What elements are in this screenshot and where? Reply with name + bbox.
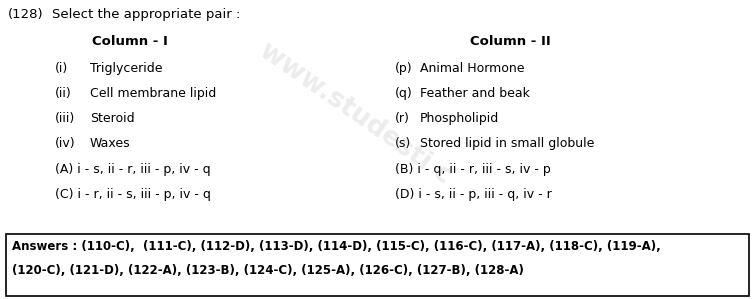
Text: (C) i - r, ii - s, iii - p, iv - q: (C) i - r, ii - s, iii - p, iv - q [55, 188, 211, 201]
Text: (i): (i) [55, 62, 68, 75]
Text: (A) i - s, ii - r, iii - p, iv - q: (A) i - s, ii - r, iii - p, iv - q [55, 163, 211, 176]
Text: (s): (s) [395, 137, 411, 150]
Text: (120-C), (121-D), (122-A), (123-B), (124-C), (125-A), (126-C), (127-B), (128-A): (120-C), (121-D), (122-A), (123-B), (124… [12, 264, 524, 277]
Text: Triglyceride: Triglyceride [90, 62, 162, 75]
Text: (r): (r) [395, 112, 410, 125]
Text: (ii): (ii) [55, 87, 72, 100]
Text: Cell membrane lipid: Cell membrane lipid [90, 87, 216, 100]
Text: (iv): (iv) [55, 137, 76, 150]
Text: Steroid: Steroid [90, 112, 134, 125]
Text: Column - II: Column - II [470, 35, 550, 48]
Text: Phospholipid: Phospholipid [420, 112, 499, 125]
Text: (p): (p) [395, 62, 413, 75]
Text: www.studesti c: www.studesti c [254, 38, 455, 190]
Text: (B) i - q, ii - r, iii - s, iv - p: (B) i - q, ii - r, iii - s, iv - p [395, 163, 550, 176]
Bar [6, 234, 749, 296]
Text: (D) i - s, ii - p, iii - q, iv - r: (D) i - s, ii - p, iii - q, iv - r [395, 188, 552, 201]
Text: (q): (q) [395, 87, 413, 100]
Text: (iii): (iii) [55, 112, 76, 125]
Text: Select the appropriate pair :: Select the appropriate pair : [52, 8, 240, 21]
Text: Waxes: Waxes [90, 137, 131, 150]
Text: Animal Hormone: Animal Hormone [420, 62, 525, 75]
Text: (128): (128) [8, 8, 44, 21]
Text: Column - I: Column - I [92, 35, 168, 48]
Text: Stored lipid in small globule: Stored lipid in small globule [420, 137, 594, 150]
Text: Answers : (110-C),  (111-C), (112-D), (113-D), (114-D), (115-C), (116-C), (117-A: Answers : (110-C), (111-C), (112-D), (11… [12, 240, 661, 253]
Text: Feather and beak: Feather and beak [420, 87, 530, 100]
